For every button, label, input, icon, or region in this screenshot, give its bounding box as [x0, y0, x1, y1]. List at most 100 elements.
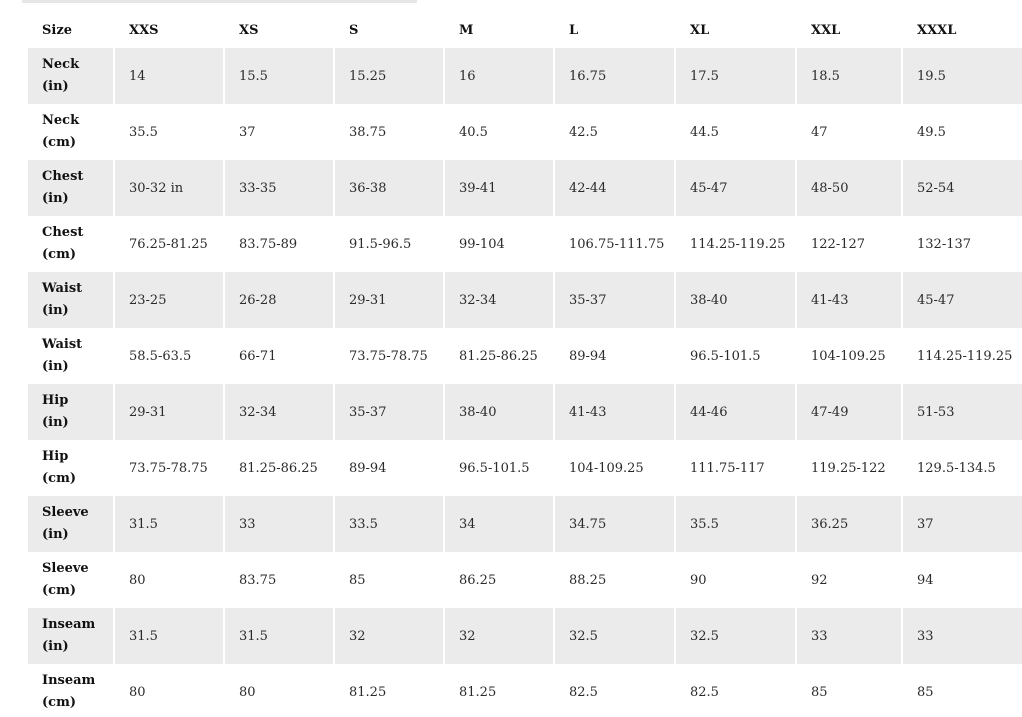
size-value-cell: 85	[335, 552, 443, 608]
measurement-unit: (cm)	[42, 247, 76, 262]
size-value-cell: 82.5	[555, 664, 674, 717]
measurement-unit: (in)	[42, 79, 69, 94]
size-chart-header: Size XXS XS S M L XL XXL XXXL	[28, 13, 1022, 48]
size-value-cell: 35-37	[555, 272, 674, 328]
size-value-cell: 16.75	[555, 48, 674, 104]
size-value-cell: 32	[445, 608, 553, 664]
measurement-unit: (in)	[42, 303, 69, 318]
header-size-l: L	[555, 13, 674, 48]
measurement-unit: (cm)	[42, 695, 76, 710]
measurement-name: Hip	[42, 393, 69, 408]
size-value-cell: 81.25	[445, 664, 553, 717]
size-value-cell: 85	[903, 664, 1022, 717]
size-value-cell: 41-43	[555, 384, 674, 440]
row-label: Chest (cm)	[28, 216, 113, 272]
size-value-cell: 38-40	[445, 384, 553, 440]
size-value-cell: 47-49	[797, 384, 901, 440]
size-value-cell: 106.75-111.75	[555, 216, 674, 272]
size-value-cell: 119.25-122	[797, 440, 901, 496]
header-size-xxxl: XXXL	[903, 13, 1022, 48]
size-value-cell: 47	[797, 104, 901, 160]
size-value-cell: 83.75-89	[225, 216, 333, 272]
measurement-unit: (in)	[42, 415, 69, 430]
table-row: Waist (in) 58.5-63.5 66-71 73.75-78.75 81.25-…	[28, 328, 1022, 384]
size-value-cell: 35.5	[115, 104, 223, 160]
size-value-cell: 31.5	[115, 608, 223, 664]
measurement-unit: (cm)	[42, 471, 76, 486]
row-label: Hip (cm)	[28, 440, 113, 496]
row-label: Chest (in)	[28, 160, 113, 216]
size-value-cell: 33-35	[225, 160, 333, 216]
size-value-cell: 19.5	[903, 48, 1022, 104]
table-row: Hip (in) 29-31 32-34 35-37 38-40 41-43 44-46 47-…	[28, 384, 1022, 440]
size-value-cell: 89-94	[335, 440, 443, 496]
size-value-cell: 58.5-63.5	[115, 328, 223, 384]
size-value-cell: 114.25-119.25	[676, 216, 795, 272]
size-value-cell: 89-94	[555, 328, 674, 384]
table-row: Inseam (cm) 80 80 81.25 81.25 82.5 82.5 85 85	[28, 664, 1022, 717]
row-label: Hip (in)	[28, 384, 113, 440]
measurement-name: Sleeve	[42, 561, 89, 576]
measurement-unit: (in)	[42, 527, 69, 542]
size-value-cell: 49.5	[903, 104, 1022, 160]
size-value-cell: 23-25	[115, 272, 223, 328]
size-value-cell: 80	[225, 664, 333, 717]
row-label: Waist (in)	[28, 328, 113, 384]
size-value-cell: 15.25	[335, 48, 443, 104]
header-size-s: S	[335, 13, 443, 48]
size-value-cell: 111.75-117	[676, 440, 795, 496]
header-size-xxs: XXS	[115, 13, 223, 48]
size-value-cell: 29-31	[115, 384, 223, 440]
size-value-cell: 52-54	[903, 160, 1022, 216]
header-size-xl: XL	[676, 13, 795, 48]
size-value-cell: 30-32 in	[115, 160, 223, 216]
size-value-cell: 36.25	[797, 496, 901, 552]
size-value-cell: 16	[445, 48, 553, 104]
header-size-m: M	[445, 13, 553, 48]
measurement-unit: (cm)	[42, 135, 76, 150]
size-value-cell: 32	[335, 608, 443, 664]
size-value-cell: 32.5	[676, 608, 795, 664]
measurement-unit: (cm)	[42, 583, 76, 598]
size-value-cell: 85	[797, 664, 901, 717]
top-divider-strip	[22, 0, 417, 3]
size-value-cell: 18.5	[797, 48, 901, 104]
row-label: Sleeve (cm)	[28, 552, 113, 608]
size-value-cell: 32-34	[445, 272, 553, 328]
size-value-cell: 14	[115, 48, 223, 104]
header-size-xxl: XXL	[797, 13, 901, 48]
size-value-cell: 129.5-134.5	[903, 440, 1022, 496]
table-row: Inseam (in) 31.5 31.5 32 32 32.5 32.5 33 33	[28, 608, 1022, 664]
measurement-name: Neck	[42, 57, 80, 72]
table-row: Waist (in) 23-25 26-28 29-31 32-34 35-37 38-40 4…	[28, 272, 1022, 328]
size-value-cell: 96.5-101.5	[445, 440, 553, 496]
size-value-cell: 32-34	[225, 384, 333, 440]
size-value-cell: 41-43	[797, 272, 901, 328]
size-chart-table: Size XXS XS S M L XL XXL XXXL Neck (in) 14 15.5 15.2…	[26, 13, 1022, 717]
measurement-unit: (in)	[42, 191, 69, 206]
size-value-cell: 35-37	[335, 384, 443, 440]
header-row: Size XXS XS S M L XL XXL XXXL	[28, 13, 1022, 48]
size-value-cell: 81.25-86.25	[445, 328, 553, 384]
measurement-name: Inseam	[42, 617, 96, 632]
measurement-name: Chest	[42, 225, 84, 240]
size-value-cell: 33	[225, 496, 333, 552]
size-value-cell: 38.75	[335, 104, 443, 160]
size-value-cell: 132-137	[903, 216, 1022, 272]
size-value-cell: 114.25-119.25	[903, 328, 1022, 384]
size-value-cell: 90	[676, 552, 795, 608]
size-value-cell: 34	[445, 496, 553, 552]
table-row: Neck (in) 14 15.5 15.25 16 16.75 17.5 18.5 19.5	[28, 48, 1022, 104]
size-value-cell: 36-38	[335, 160, 443, 216]
table-row: Neck (cm) 35.5 37 38.75 40.5 42.5 44.5 47 49.5	[28, 104, 1022, 160]
size-value-cell: 35.5	[676, 496, 795, 552]
measurement-name: Waist	[42, 281, 83, 296]
measurement-name: Hip	[42, 449, 69, 464]
size-value-cell: 42-44	[555, 160, 674, 216]
size-value-cell: 99-104	[445, 216, 553, 272]
table-row: Sleeve (in) 31.5 33 33.5 34 34.75 35.5 36.25 37	[28, 496, 1022, 552]
row-label: Waist (in)	[28, 272, 113, 328]
size-value-cell: 15.5	[225, 48, 333, 104]
size-value-cell: 45-47	[903, 272, 1022, 328]
